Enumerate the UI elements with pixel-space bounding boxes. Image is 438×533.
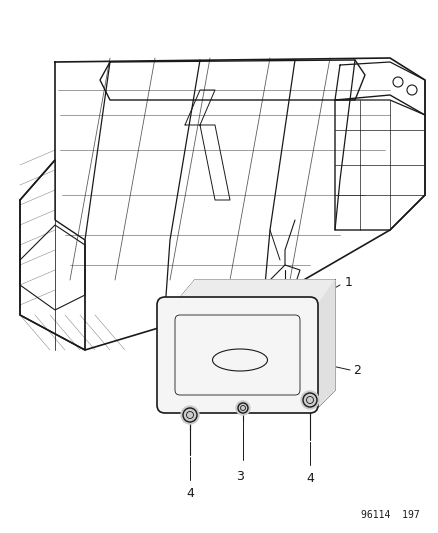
- Text: 4: 4: [186, 487, 194, 500]
- Polygon shape: [170, 280, 334, 310]
- FancyBboxPatch shape: [157, 297, 317, 413]
- Text: 2: 2: [352, 364, 360, 376]
- Polygon shape: [314, 280, 334, 410]
- Circle shape: [300, 391, 318, 409]
- Text: 1: 1: [344, 277, 352, 289]
- Circle shape: [236, 401, 249, 415]
- Circle shape: [180, 406, 198, 424]
- Text: 96114  197: 96114 197: [360, 510, 419, 520]
- Text: 4: 4: [305, 472, 313, 485]
- Text: 3: 3: [236, 470, 244, 483]
